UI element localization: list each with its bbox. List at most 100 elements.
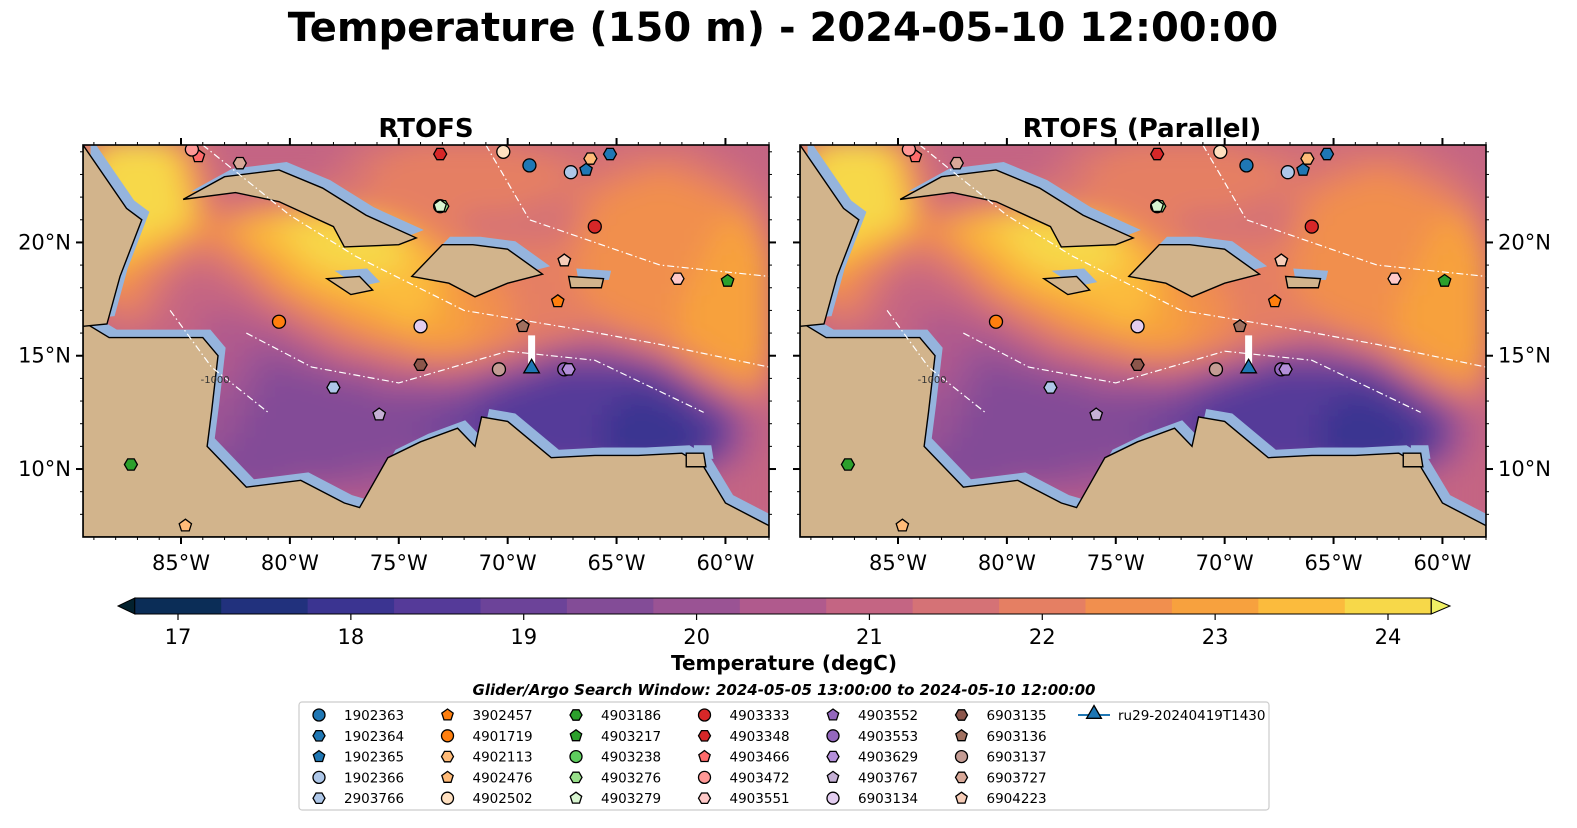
legend-item: 4903551: [697, 791, 790, 807]
legend-marker: [954, 749, 969, 764]
legend-item: 6903727: [954, 770, 1047, 786]
legend-label: 6903135: [987, 708, 1047, 724]
legend-label: 4903333: [730, 708, 790, 724]
legend-item: 1902364: [312, 729, 404, 745]
argo-float-6903137: [491, 362, 507, 377]
colorbar-tick-label: 23: [1202, 625, 1229, 649]
argo-float-4902502: [496, 145, 511, 159]
legend-item: 4903466: [698, 750, 790, 766]
legend-item: 6903134: [826, 791, 918, 807]
argo-float-6904223: [557, 253, 572, 267]
lon-tick-label: 75°W: [370, 551, 428, 575]
lat-tick-label: 20°N: [1498, 230, 1551, 254]
argo-float-4903551: [1387, 272, 1402, 285]
legend-label: 3902457: [473, 708, 533, 724]
lon-tick-label: 60°W: [1413, 551, 1471, 575]
legend-label: 1902366: [344, 770, 404, 786]
figure-title: Temperature (150 m) - 2024-05-10 12:00:0…: [288, 5, 1279, 51]
legend-label: 1902364: [344, 729, 404, 745]
map-frame: [82, 144, 770, 538]
legend-marker: [1085, 704, 1103, 719]
legend-label: 6903136: [987, 729, 1047, 745]
argo-float-2903766: [326, 381, 341, 394]
legend-label: 4902502: [473, 791, 533, 807]
legend-item: 3902457: [441, 708, 533, 724]
legend-marker: [440, 750, 455, 763]
argo-float-6903134: [413, 319, 428, 334]
legend-marker: [569, 709, 583, 721]
legend-marker: [697, 770, 712, 785]
legend-marker: [955, 791, 968, 804]
colorbar-tick-label: 18: [337, 625, 364, 649]
legend-marker: [826, 708, 840, 721]
argo-float-1902366: [1280, 165, 1295, 180]
colorbar: 17 18 19 20 21 22 23 24 Temperature (degC): [116, 597, 1452, 675]
legend-marker: [312, 770, 326, 785]
legend-label: 4903238: [601, 750, 661, 766]
legend-label: 4903348: [730, 729, 790, 745]
legend-marker: [697, 708, 712, 722]
legend-item: 4903472: [697, 770, 790, 786]
legend-marker: [954, 771, 969, 784]
colorbar-bins: [116, 597, 1452, 615]
legend-item: 1902363: [312, 708, 404, 724]
legend-label: 4903552: [858, 708, 918, 724]
map-frame: [799, 144, 1487, 538]
legend-item: 4903552: [826, 708, 918, 724]
map-axes: 85°W 80°W 75°W 70°W 65°W 60°W 20°N 15°N 10°N: [18, 138, 776, 575]
observation-markers: [123, 145, 735, 532]
argo-float-4903767: [372, 407, 387, 421]
lon-tick-label: 60°W: [696, 551, 754, 575]
legend-item: 4903186: [569, 708, 661, 724]
legend-marker: [441, 770, 454, 783]
argo-float-6903727: [232, 156, 248, 170]
legend-label: 6903134: [858, 791, 918, 807]
legend-label: 4903551: [730, 791, 790, 807]
legend-marker: [569, 771, 583, 784]
argo-float-4902113: [583, 152, 598, 165]
argo-float-1902364: [1319, 147, 1335, 161]
argo-float-4903279: [1150, 198, 1165, 213]
legend-marker: [697, 729, 712, 742]
legend-item: 4903217: [569, 729, 661, 745]
legend-label: 6903137: [987, 750, 1047, 766]
legend-marker: [312, 749, 326, 763]
argo-float-4903348: [432, 147, 448, 161]
legend-item: 4903276: [569, 770, 661, 786]
legend-marker: [441, 708, 454, 721]
legend-label: 4903276: [601, 770, 661, 786]
argo-float-4903217: [1437, 273, 1452, 287]
argo-float-6903134: [1130, 319, 1145, 334]
legend-label: ru29-20240419T1430: [1118, 708, 1265, 724]
legend-item: 4903279: [569, 791, 661, 807]
argo-float-6903137: [1208, 362, 1224, 377]
glider-marker: [1239, 358, 1258, 374]
argo-float-6903727: [949, 156, 965, 170]
argo-float-3902457: [1267, 293, 1282, 308]
legend-marker: [826, 770, 840, 783]
legend-label: 4903553: [858, 729, 918, 745]
legend-label: 4903472: [730, 770, 790, 786]
argo-float-4903551: [670, 272, 685, 285]
legend-item: 1902365: [312, 749, 404, 766]
legend-item: 4903333: [697, 708, 790, 724]
argo-float-1902363: [522, 158, 537, 173]
argo-float-4903333: [587, 219, 602, 234]
lon-tick-label: 75°W: [1087, 551, 1145, 575]
legend-item: 4901719: [440, 729, 533, 745]
argo-float-4903279: [433, 198, 448, 213]
legend-label: 6903727: [987, 770, 1047, 786]
legend-label: 4901719: [473, 729, 533, 745]
legend-item: 4902476: [441, 770, 533, 786]
legend-marker: [826, 791, 840, 805]
legend-item: 4903348: [697, 729, 790, 745]
legend-item: 4902113: [440, 750, 533, 766]
colorbar-tick-label: 20: [683, 625, 710, 649]
argo-float-4903333: [1304, 219, 1319, 234]
legend-marker: [954, 709, 969, 721]
legend-label: 4903767: [858, 770, 918, 786]
argo-float-1902364: [602, 147, 618, 161]
legend-marker: [569, 749, 583, 764]
lon-tick-label: 70°W: [479, 551, 537, 575]
